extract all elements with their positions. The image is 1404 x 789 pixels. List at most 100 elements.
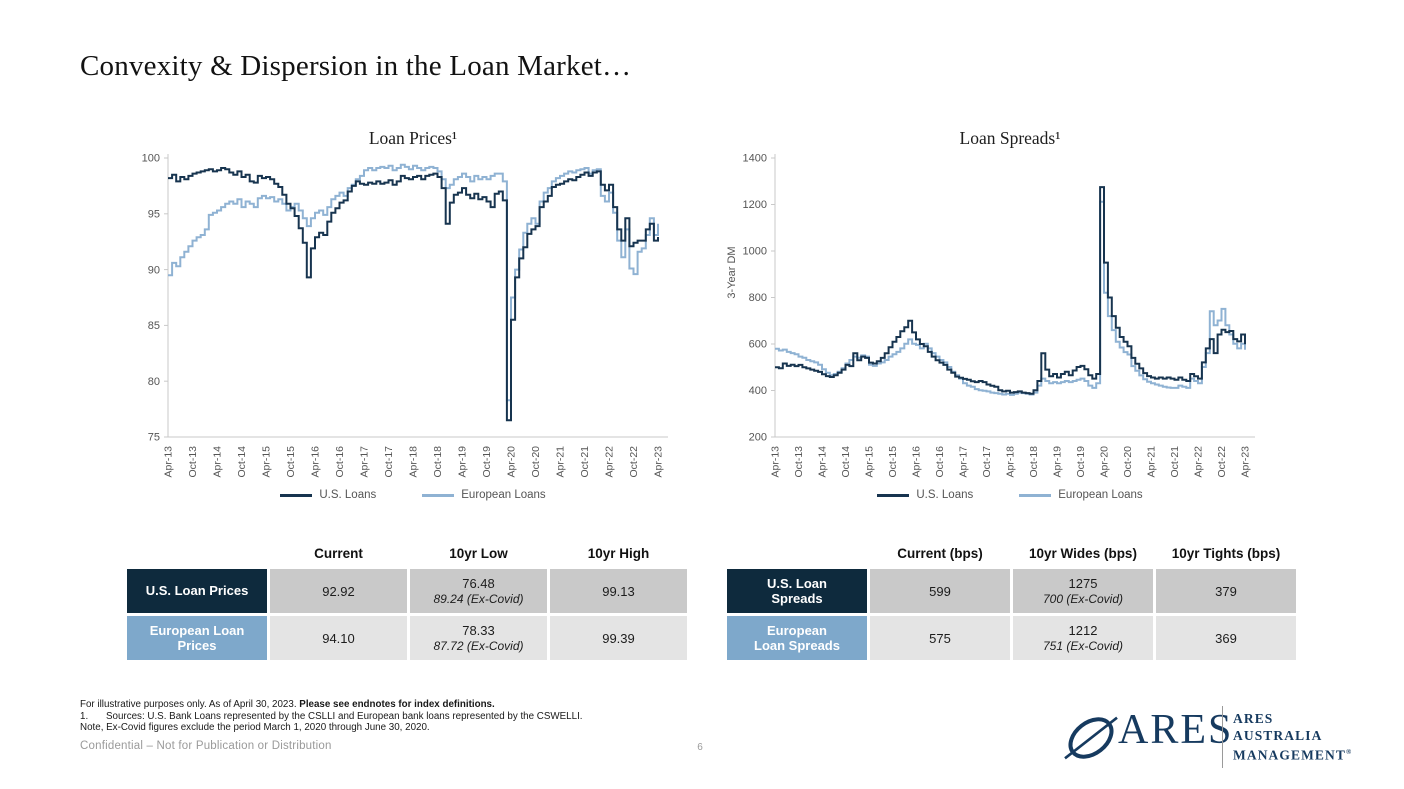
x-axis-tick-label: Apr-22: [604, 446, 616, 478]
y-axis-tick-label: 95: [148, 209, 160, 221]
table-cell: 575: [870, 616, 1010, 660]
cell-subvalue: 87.72 (Ex-Covid): [433, 639, 524, 653]
footnote-text: For illustrative purposes only. As of Ap…: [80, 699, 300, 710]
x-axis-tick-label: Oct-16: [334, 446, 346, 478]
table-cell: 599: [870, 569, 1010, 613]
y-axis-tick-label: 400: [749, 385, 767, 397]
table-cell: 94.10: [270, 616, 407, 660]
x-axis-tick-label: Apr-17: [359, 446, 371, 478]
logo-line-3-text: MANAGEMENT: [1233, 747, 1346, 763]
x-axis-tick-label: Apr-16: [310, 446, 322, 478]
x-axis-tick-label: Apr-23: [653, 446, 665, 478]
x-axis-tick-label: Oct-13: [187, 446, 199, 478]
legend-label-us-loans: U.S. Loans: [916, 489, 974, 501]
x-axis-tick-label: Apr-17: [958, 446, 970, 478]
cell-value: 78.33: [462, 623, 495, 638]
loan-prices-chart-title: Loan Prices¹: [368, 128, 458, 148]
cell-value: 99.39: [602, 630, 635, 646]
legend-item-european-loans: European Loans: [1019, 489, 1143, 501]
x-axis-tick-label: Apr-21: [555, 446, 567, 478]
y-axis-tick-label: 200: [749, 432, 767, 444]
y-axis-title: 3-Year DM: [726, 246, 738, 298]
column-header-current-bps: Current (bps): [897, 545, 983, 561]
x-axis-tick-label: Oct-14: [840, 446, 852, 478]
x-axis-tick-label: Oct-21: [1169, 446, 1181, 478]
x-axis-tick-label: Oct-18: [1028, 446, 1040, 478]
cell-value: 99.13: [602, 583, 635, 599]
y-axis-tick-label: 100: [142, 153, 160, 165]
x-axis-tick-label: Apr-15: [261, 446, 273, 478]
x-axis-tick-label: Apr-23: [1240, 446, 1252, 478]
cell-subvalue: 700 (Ex-Covid): [1042, 592, 1124, 606]
footnote-number: 1.: [80, 710, 89, 722]
logo-line-2: AUSTRALIA: [1233, 727, 1323, 743]
cell-value: 94.10: [322, 630, 355, 646]
row-label-european-loan-prices: European Loan Prices: [127, 616, 267, 660]
table-cell: 369: [1156, 616, 1296, 660]
u-s-loansseries-line: [168, 167, 659, 422]
x-axis-tick-label: Apr-19: [1052, 446, 1064, 478]
footnote-line-1: For illustrative purposes only. As of Ap…: [80, 699, 583, 711]
row-label-us-loan-spreads: U.S. Loan Spreads: [727, 569, 867, 613]
y-axis-tick-label: 800: [749, 292, 767, 304]
y-axis-tick-label: 1200: [743, 199, 767, 211]
column-header-10yr-low: 10yr Low: [449, 545, 508, 561]
table-cell: 92.92: [270, 569, 407, 613]
table-cell: 78.33 87.72 (Ex-Covid): [410, 616, 547, 660]
x-axis-tick-label: Oct-17: [981, 446, 993, 478]
y-axis-tick-label: 90: [148, 264, 160, 276]
y-axis-tick-label: 80: [148, 376, 160, 388]
cell-value: 76.48: [462, 576, 495, 591]
footnote-bold-text: Please see endnotes for index definition…: [299, 699, 495, 710]
ares-australia-management-logo: ARES AUSTRALIA MANAGEMENT®: [1233, 711, 1351, 764]
table-cell: 99.39: [550, 616, 687, 660]
x-axis-tick-label: Apr-18: [1005, 446, 1017, 478]
x-axis-tick-label: Apr-14: [817, 446, 829, 478]
x-axis-tick-label: Oct-15: [285, 446, 297, 478]
table-cell: 99.13: [550, 569, 687, 613]
cell-value: 599: [929, 583, 951, 599]
cell-value: 379: [1215, 583, 1237, 599]
table-corner-cell: [727, 540, 867, 566]
column-header-10yr-wides-bps: 10yr Wides (bps): [1029, 545, 1137, 561]
x-axis-tick-label: Oct-16: [934, 446, 946, 478]
x-axis-tick-label: Oct-17: [383, 446, 395, 478]
footnote-text: Sources: U.S. Bank Loans represented by …: [106, 710, 583, 722]
table-cell: 379: [1156, 569, 1296, 613]
table-corner-cell: [127, 540, 267, 566]
x-axis-tick-label: Oct-20: [1122, 446, 1134, 478]
y-axis-tick-label: 75: [148, 432, 160, 444]
european-loansseries-line: [168, 163, 659, 402]
loan-prices-legend: U.S. Loans European Loans: [168, 489, 658, 501]
x-axis-tick-label: Oct-19: [481, 446, 493, 478]
cell-subvalue: 751 (Ex-Covid): [1042, 639, 1124, 653]
table-cell: 1212 751 (Ex-Covid): [1013, 616, 1153, 660]
x-axis-tick-label: Oct-18: [432, 446, 444, 478]
footnote-line-2: 1. Sources: U.S. Bank Loans represented …: [80, 711, 583, 723]
logo-divider: [1222, 706, 1223, 768]
x-axis-tick-label: Oct-15: [887, 446, 899, 478]
x-axis-tick-label: Apr-20: [1099, 446, 1111, 478]
x-axis-tick-label: Oct-13: [793, 446, 805, 478]
us-loans-legend-line: [280, 493, 313, 497]
page-number: 6: [697, 742, 703, 753]
loan-spreads-table: Current (bps) 10yr Wides (bps) 10yr Tigh…: [727, 540, 1296, 660]
cell-value: 1212: [1068, 623, 1098, 638]
row-label-european-loan-spreads: European Loan Spreads: [727, 616, 867, 660]
u-s-loansseries-line: [775, 186, 1246, 395]
row-label-us-loan-prices: U.S. Loan Prices: [127, 569, 267, 613]
x-axis-tick-label: Oct-22: [1216, 446, 1228, 478]
y-axis-tick-label: 85: [148, 320, 160, 332]
y-axis-tick-label: 1400: [743, 153, 767, 165]
y-axis-tick-label: 1000: [743, 246, 767, 258]
x-axis-tick-label: Apr-19: [457, 446, 469, 478]
x-axis-tick-label: Oct-20: [530, 446, 542, 478]
x-axis-tick-label: Apr-21: [1146, 446, 1158, 478]
table-cell: 76.48 89.24 (Ex-Covid): [410, 569, 547, 613]
loan-spreads-legend: U.S. Loans European Loans: [775, 489, 1245, 501]
footnotes: For illustrative purposes only. As of Ap…: [80, 699, 583, 734]
x-axis-tick-label: Apr-14: [212, 446, 224, 478]
legend-label-european-loans: European Loans: [461, 489, 546, 501]
cell-subvalue: 89.24 (Ex-Covid): [433, 592, 524, 606]
